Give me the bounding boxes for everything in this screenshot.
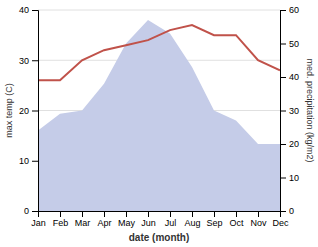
tick: May: [118, 211, 136, 228]
tick-mark: [280, 10, 286, 11]
x-axis: Jan Feb Mar Apr May Jun Jul Aug Sep Oct Nov Dec: [31, 211, 289, 228]
tick-label: Jan: [31, 218, 46, 228]
tick: Jan: [31, 211, 46, 228]
tick: 10: [19, 156, 38, 166]
tick-mark: [280, 44, 286, 45]
tick-label: 40: [19, 5, 29, 15]
tick-label: Aug: [184, 218, 200, 228]
tick: 40: [280, 72, 299, 82]
tick-label: 10: [289, 173, 299, 183]
tick: Sep: [206, 211, 222, 228]
tick-mark: [236, 211, 237, 217]
tick: 60: [280, 5, 299, 15]
tick-mark: [214, 211, 215, 217]
tick-label: Nov: [250, 218, 267, 228]
tick-mark: [280, 178, 286, 179]
tick-label: Feb: [53, 218, 69, 228]
tick: 20: [19, 106, 38, 116]
tick-label: 20: [19, 106, 29, 116]
tick-label: 30: [289, 106, 299, 116]
tick-mark: [32, 161, 38, 162]
tick-label: May: [118, 218, 136, 228]
tick-label: 0: [289, 206, 294, 216]
tick: 30: [280, 106, 299, 116]
tick-label: 60: [289, 5, 299, 15]
tick-mark: [32, 10, 38, 11]
tick-label: 50: [289, 39, 299, 49]
tick-label: Sep: [206, 218, 222, 228]
tick-mark: [280, 111, 286, 112]
tick: Jun: [141, 211, 156, 228]
axis-line: [39, 212, 281, 218]
tick-mark: [280, 144, 286, 145]
tick: 20: [280, 139, 299, 149]
x-axis-title: date (month): [129, 232, 190, 243]
grid-line: [38, 10, 280, 11]
tick-label: Apr: [97, 218, 111, 228]
tick-mark: [280, 77, 286, 78]
tick: 30: [19, 56, 38, 66]
tick: Dec: [272, 211, 289, 228]
tick: Feb: [53, 211, 69, 228]
tick-label: Jul: [165, 218, 177, 228]
tick-label: 10: [19, 156, 29, 166]
tick: Jul: [165, 211, 177, 228]
tick-mark: [126, 211, 127, 217]
tick: 0: [24, 206, 38, 216]
tick: 50: [280, 39, 299, 49]
tick-mark: [32, 111, 38, 112]
tick: 0: [280, 206, 294, 216]
tick-label: 30: [19, 56, 29, 66]
tick-mark: [170, 211, 171, 217]
tick-mark: [280, 211, 286, 212]
line: [38, 25, 280, 80]
tick: 10: [280, 173, 299, 183]
plot-area: JanFebMarAprMayJunJulAugSepOctNovDec0102…: [19, 5, 299, 228]
marks: [38, 20, 280, 211]
grid: [38, 10, 280, 211]
tick: Oct: [229, 211, 244, 228]
tick-mark: [32, 60, 38, 61]
area: [38, 20, 280, 211]
tick-label: Mar: [75, 218, 91, 228]
tick-mark: [82, 211, 83, 217]
tick-mark: [104, 211, 105, 217]
tick-label: Dec: [272, 218, 289, 228]
axis-line: [32, 11, 39, 212]
y2-axis: 0 10 20 30 40 50 60: [280, 5, 299, 216]
tick: Mar: [75, 211, 91, 228]
y2-axis-title: med. precipitation (kg/m2): [305, 58, 315, 162]
chart: JanFebMarAprMayJunJulAugSepOctNovDec0102…: [0, 0, 318, 247]
tick-mark: [258, 211, 259, 217]
y-axis-title: max temp (C): [4, 83, 14, 138]
tick-mark: [148, 211, 149, 217]
tick-mark: [192, 211, 193, 217]
tick-label: Oct: [229, 218, 244, 228]
tick: 40: [19, 5, 38, 15]
tick-label: 20: [289, 139, 299, 149]
tick: Nov: [250, 211, 267, 228]
tick-label: Jun: [141, 218, 156, 228]
tick: Aug: [184, 211, 200, 228]
axis-line: [281, 11, 287, 212]
tick-label: 0: [24, 206, 29, 216]
tick-mark: [60, 211, 61, 217]
tick: Apr: [97, 211, 111, 228]
tick-label: 40: [289, 72, 299, 82]
tick-mark: [32, 211, 38, 212]
y-axis: 0 10 20 30 40: [19, 5, 39, 216]
